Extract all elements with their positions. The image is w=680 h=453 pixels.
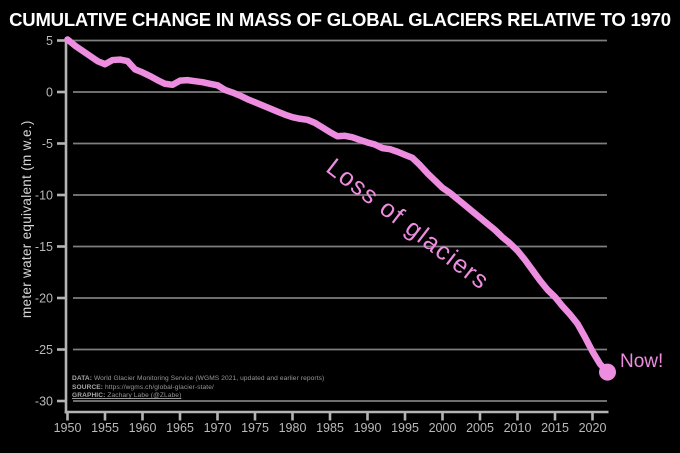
x-tick-label-2015: 2015 xyxy=(541,421,569,435)
credits-block: DATA: World Glacier Monitoring Service (… xyxy=(72,375,324,401)
x-tick-labels: 1950 1955 1960 1965 1970 1975 1980 1985 1990 1995… xyxy=(54,421,607,435)
x-tick-label-1970: 1970 xyxy=(204,421,232,435)
x-tick-label-1995: 1995 xyxy=(391,421,419,435)
credits-source-text: https://wgms.ch/global-glacier-state/ xyxy=(103,383,214,391)
y-tick-label--5: -5 xyxy=(42,137,53,151)
now-endpoint-dot xyxy=(599,363,616,381)
x-tick-label-1975: 1975 xyxy=(241,421,269,435)
y-tick-labels: 5 0 -5 -10 -15 -20 -25 -30 xyxy=(35,34,53,409)
credits-source-line: SOURCE: https://wgms.ch/global-glacier-s… xyxy=(72,384,324,393)
y-tick-label--25: -25 xyxy=(35,343,53,357)
x-tick-label-2000: 2000 xyxy=(429,421,457,435)
y-tick-label--15: -15 xyxy=(35,240,53,254)
credits-data-label: DATA: xyxy=(72,375,93,382)
credits-graphic-label: GRAPHIC: xyxy=(72,392,106,400)
glacier-mass-line xyxy=(64,36,616,381)
y-tick-label--30: -30 xyxy=(35,395,53,409)
x-tick-label-1955: 1955 xyxy=(91,421,119,435)
x-tick-label-2005: 2005 xyxy=(466,421,494,435)
gridlines xyxy=(73,39,607,402)
x-tick-label-1990: 1990 xyxy=(354,421,382,435)
credits-graphic-text: Zachary Labe (@ZLabe) xyxy=(105,392,182,400)
x-tick-label-1965: 1965 xyxy=(166,421,194,435)
y-tick-label-0: 0 xyxy=(46,86,53,100)
x-tick-label-2010: 2010 xyxy=(504,421,532,435)
x-tick-label-1985: 1985 xyxy=(316,421,344,435)
x-tick-label-2020: 2020 xyxy=(579,421,607,435)
x-tick-label-1950: 1950 xyxy=(54,421,82,435)
credits-graphic-line: GRAPHIC: Zachary Labe (@ZLabe) xyxy=(72,392,324,401)
x-tick-label-1980: 1980 xyxy=(279,421,307,435)
glacier-mass-polyline xyxy=(64,36,611,376)
credits-data-line: DATA: World Glacier Monitoring Service (… xyxy=(72,375,324,384)
credits-source-label: SOURCE: xyxy=(72,383,104,391)
x-tick-label-1960: 1960 xyxy=(129,421,157,435)
y-axis-title: meter water equivalent (m w.e.) xyxy=(19,120,34,318)
y-tick-label--20: -20 xyxy=(35,292,53,306)
now-annotation: Now! xyxy=(620,351,664,372)
y-tick-label-5: 5 xyxy=(46,34,53,48)
page-title: CUMULATIVE CHANGE IN MASS OF GLOBAL GLAC… xyxy=(9,9,671,30)
y-tick-label--10: -10 xyxy=(35,189,53,203)
axes xyxy=(57,38,609,421)
credits-data-text: World Glacier Monitoring Service (WGMS 2… xyxy=(92,375,325,382)
